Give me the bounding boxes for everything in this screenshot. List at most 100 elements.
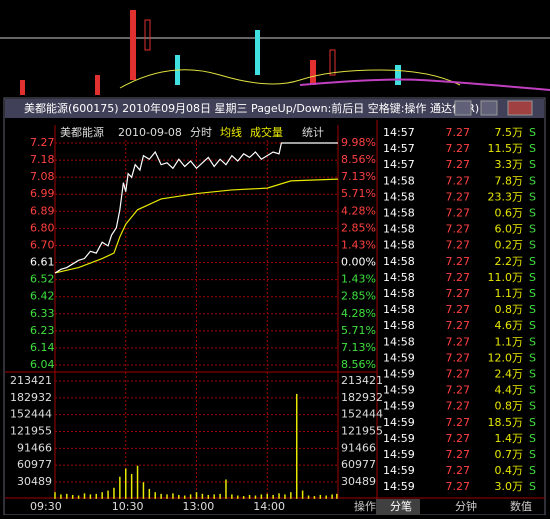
chart-mode: 分时 (190, 126, 212, 139)
pct-tick-label: 8.56% (341, 153, 376, 166)
pct-tick-label: 5.71% (341, 187, 376, 200)
trade-time: 14:59 (383, 448, 415, 461)
trade-side: S (529, 384, 536, 397)
trade-time: 14:57 (383, 126, 415, 139)
trade-volume: 7.8万 (495, 174, 524, 187)
trade-price: 7.27 (446, 351, 471, 364)
trade-volume: 1.1万 (495, 335, 524, 348)
trade-time: 14:58 (383, 255, 415, 268)
vol-tick-label: 152444 (10, 408, 52, 421)
vol-tick-label: 60977 (17, 458, 52, 471)
trade-price: 7.27 (446, 142, 471, 155)
trade-price: 7.27 (446, 464, 471, 477)
trade-volume: 7.5万 (495, 126, 524, 139)
pct-tick-label: 8.56% (341, 358, 376, 371)
price-tick-label: 7.27 (30, 136, 55, 149)
time-label: 09:30 (30, 500, 62, 513)
trade-volume: 3.0万 (495, 480, 524, 493)
trade-side: S (529, 174, 536, 187)
price-tick-label: 6.14 (30, 341, 55, 354)
price-tick-label: 7.08 (30, 170, 55, 183)
maximize-button[interactable] (480, 100, 498, 116)
vol-tick-label: 152444 (341, 408, 383, 421)
tab[interactable]: 分钟 (455, 499, 477, 513)
price-tick-label: 6.04 (30, 358, 55, 371)
price-tick-label: 6.99 (30, 187, 55, 200)
trade-price: 7.27 (446, 255, 471, 268)
vol-tick-label: 121955 (10, 425, 52, 438)
avg-label: 均线 (220, 125, 242, 139)
vol-tick-label: 91466 (341, 441, 376, 454)
trade-price: 7.27 (446, 158, 471, 171)
trade-volume: 2.4万 (495, 368, 524, 381)
trade-time: 14:59 (383, 400, 415, 413)
trade-price: 7.27 (446, 416, 471, 429)
close-button[interactable] (507, 100, 533, 116)
vol-tick-label: 213421 (10, 374, 52, 387)
trade-time: 14:59 (383, 432, 415, 445)
tab[interactable]: 分笔 (390, 499, 412, 513)
price-tick-label: 6.61 (30, 256, 55, 269)
trade-volume: 3.3万 (495, 158, 524, 171)
trade-side: S (529, 271, 536, 284)
tab[interactable]: 数值 (510, 500, 532, 513)
trade-price: 7.27 (446, 190, 471, 203)
trade-time: 14:59 (383, 480, 415, 493)
trade-time: 14:58 (383, 303, 415, 316)
trade-time: 14:58 (383, 190, 415, 203)
vol-tick-label: 213421 (341, 374, 383, 387)
price-line (54, 142, 338, 274)
pct-tick-label: 1.43% (341, 273, 376, 286)
trade-time: 14:58 (383, 287, 415, 300)
active-tab (376, 499, 420, 515)
trade-price: 7.27 (446, 174, 471, 187)
minimize-button[interactable] (454, 100, 472, 116)
trade-time: 14:58 (383, 223, 415, 236)
trade-time: 14:58 (383, 319, 415, 332)
pct-tick-label: 5.71% (341, 324, 376, 337)
trade-side: S (529, 239, 536, 252)
trade-side: S (529, 158, 536, 171)
tab[interactable]: 操作 (354, 499, 376, 513)
price-tick-label: 6.23 (30, 324, 55, 337)
trade-side: S (529, 480, 536, 493)
trade-side: S (529, 142, 536, 155)
pct-tick-label: 4.28% (341, 204, 376, 217)
trade-price: 7.27 (446, 223, 471, 236)
avg-line (54, 178, 339, 274)
trade-volume: 4.4万 (495, 384, 524, 397)
trade-volume: 2.2万 (495, 255, 524, 268)
trade-side: S (529, 351, 536, 364)
trade-volume: 23.3万 (488, 190, 524, 203)
pct-tick-label: 7.13% (341, 341, 376, 354)
trade-volume: 1.4万 (495, 432, 524, 445)
price-tick-label: 6.52 (30, 273, 55, 286)
window (3, 97, 546, 516)
trade-side: S (529, 255, 536, 268)
vol-tick-label: 91466 (17, 441, 52, 454)
price-tick-label: 6.80 (30, 221, 55, 234)
trade-price: 7.27 (446, 480, 471, 493)
trade-price: 7.27 (446, 239, 471, 252)
vol-tick-label: 182932 (10, 391, 52, 404)
trade-volume: 0.4万 (495, 464, 524, 477)
trade-side: S (529, 303, 536, 316)
vol-label: 成交量 (250, 125, 283, 139)
price-tick-label: 6.42 (30, 290, 55, 303)
pct-tick-label: 9.98% (341, 136, 376, 149)
stats-button[interactable]: 统计 (302, 126, 324, 139)
trade-volume: 0.8万 (495, 400, 524, 413)
trade-price: 7.27 (446, 271, 471, 284)
trade-price: 7.27 (446, 207, 471, 220)
trade-price: 7.27 (446, 319, 471, 332)
trade-side: S (529, 400, 536, 413)
chart-date: 2010-09-08 (118, 126, 182, 139)
trade-volume: 18.5万 (488, 416, 524, 429)
trade-time: 14:58 (383, 239, 415, 252)
trade-price: 7.27 (446, 448, 471, 461)
trade-volume: 0.8万 (495, 303, 524, 316)
background-chart (0, 10, 550, 95)
trade-volume: 0.7万 (495, 448, 524, 461)
trade-side: S (529, 448, 536, 461)
